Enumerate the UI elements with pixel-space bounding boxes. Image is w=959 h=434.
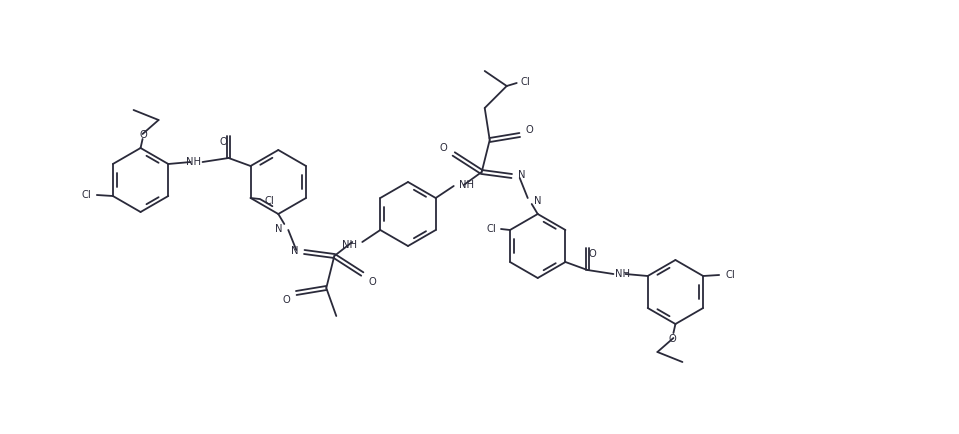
Text: Cl: Cl — [82, 190, 91, 200]
Text: NH: NH — [342, 240, 358, 250]
Text: N: N — [518, 170, 526, 180]
Text: NH: NH — [186, 157, 200, 167]
Text: O: O — [220, 137, 227, 147]
Text: O: O — [440, 143, 448, 153]
Text: Cl: Cl — [265, 196, 274, 206]
Text: Cl: Cl — [725, 270, 735, 279]
Text: O: O — [526, 125, 533, 135]
Text: O: O — [589, 248, 596, 258]
Text: N: N — [291, 246, 298, 256]
Text: NH: NH — [458, 180, 474, 190]
Text: N: N — [275, 224, 282, 233]
Text: O: O — [368, 276, 376, 286]
Text: Cl: Cl — [521, 77, 530, 87]
Text: O: O — [140, 130, 148, 140]
Text: Cl: Cl — [486, 224, 496, 233]
Text: N: N — [534, 196, 541, 206]
Text: O: O — [668, 333, 676, 343]
Text: O: O — [282, 294, 291, 304]
Text: NH: NH — [616, 268, 630, 278]
